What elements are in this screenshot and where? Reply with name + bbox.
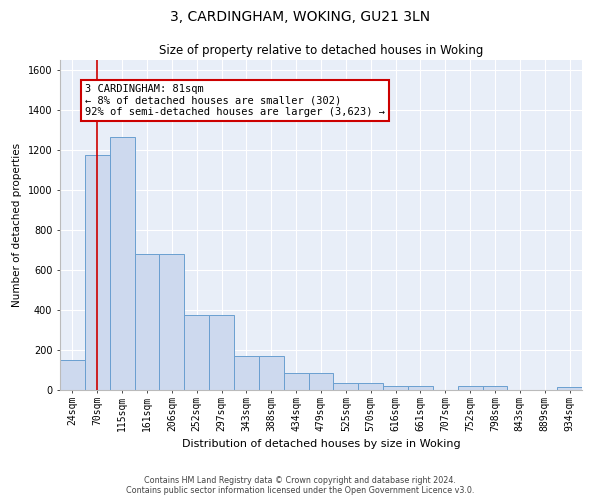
Bar — [557, 387, 582, 390]
Bar — [184, 315, 209, 390]
Y-axis label: Number of detached properties: Number of detached properties — [12, 143, 22, 307]
Bar — [482, 386, 508, 390]
Bar — [209, 315, 234, 390]
Bar — [334, 383, 358, 390]
Bar — [110, 137, 134, 390]
Bar — [358, 383, 383, 390]
X-axis label: Distribution of detached houses by size in Woking: Distribution of detached houses by size … — [182, 439, 460, 449]
Bar — [234, 356, 259, 390]
Bar — [134, 254, 160, 390]
Bar — [458, 386, 482, 390]
Bar — [383, 386, 408, 390]
Bar — [160, 254, 184, 390]
Bar — [85, 155, 110, 390]
Text: 3 CARDINGHAM: 81sqm
← 8% of detached houses are smaller (302)
92% of semi-detach: 3 CARDINGHAM: 81sqm ← 8% of detached hou… — [85, 84, 385, 117]
Text: Contains HM Land Registry data © Crown copyright and database right 2024.
Contai: Contains HM Land Registry data © Crown c… — [126, 476, 474, 495]
Bar — [408, 386, 433, 390]
Bar — [60, 360, 85, 390]
Text: 3, CARDINGHAM, WOKING, GU21 3LN: 3, CARDINGHAM, WOKING, GU21 3LN — [170, 10, 430, 24]
Bar — [284, 373, 308, 390]
Bar — [259, 356, 284, 390]
Title: Size of property relative to detached houses in Woking: Size of property relative to detached ho… — [159, 44, 483, 58]
Bar — [308, 373, 334, 390]
